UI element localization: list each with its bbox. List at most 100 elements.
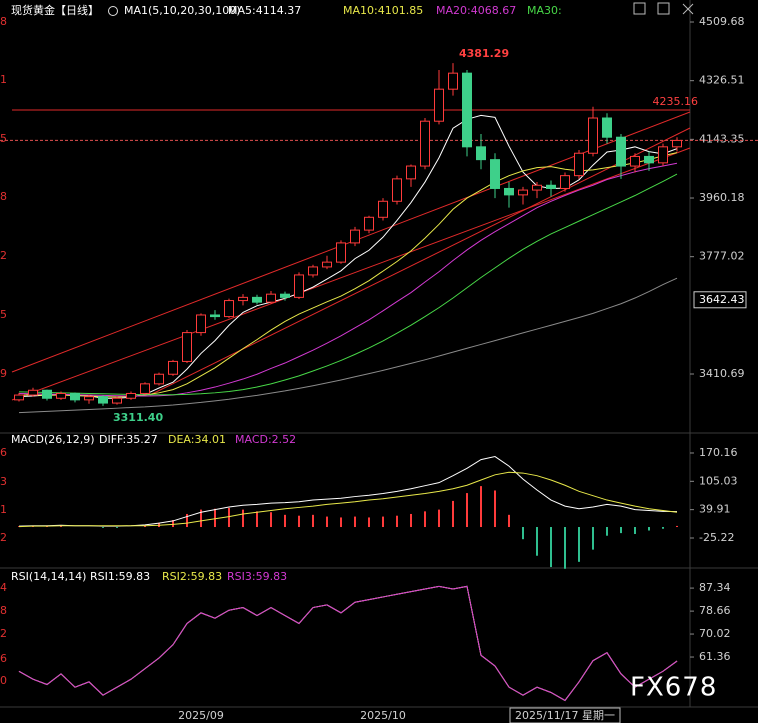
y-tick-label: 78.66 — [699, 604, 731, 617]
candle-body — [518, 189, 528, 196]
close-button[interactable] — [682, 3, 694, 15]
left-axis-fragment: 9 — [0, 367, 7, 380]
candle-body — [70, 392, 80, 401]
macd-bar — [466, 493, 468, 528]
candle-body — [574, 152, 584, 177]
y-tick-label: 3410.69 — [699, 367, 745, 380]
y-tick-label: 61.36 — [699, 650, 731, 663]
chart-title: 现货黄金【日线】 — [11, 3, 99, 17]
candle-body — [546, 184, 556, 189]
candle-body — [630, 155, 640, 167]
candle-body — [210, 314, 220, 318]
legend-entry: MA10:4101.85 — [343, 4, 423, 17]
left-axis-fragment: 0 — [0, 674, 7, 687]
macd-bar — [312, 514, 314, 528]
candle-body — [420, 120, 430, 167]
y-tick-label: 4326.51 — [699, 74, 745, 87]
candle-body — [84, 396, 94, 401]
candle-body — [644, 155, 654, 164]
icon-button[interactable] — [633, 2, 646, 15]
y-tick-label: -25.22 — [699, 531, 734, 544]
candle-body — [154, 373, 164, 385]
macd-bar — [340, 517, 342, 528]
candle-body — [448, 72, 458, 90]
candle-body — [434, 88, 444, 122]
candle-body — [616, 136, 626, 167]
macd-bar — [438, 509, 440, 528]
macd-bar — [298, 515, 300, 528]
macd-bar — [382, 516, 384, 528]
y-tick-label: 3777.02 — [699, 250, 745, 263]
price-marker-box — [693, 291, 747, 309]
candle-body — [126, 392, 136, 399]
macd-bar — [676, 525, 678, 528]
macd-bar — [60, 526, 62, 528]
candle-body — [280, 293, 290, 298]
macd-bar — [578, 527, 580, 562]
macd-bar — [326, 516, 328, 528]
macd-bar — [270, 512, 272, 528]
macd-bar — [452, 500, 454, 528]
macd-bar — [480, 486, 482, 528]
left-axis-fragment: 8 — [0, 604, 7, 617]
series-line — [18, 173, 678, 396]
indicator-name: RSI(14,14,14) — [11, 570, 86, 583]
macd-bar — [564, 527, 566, 569]
candle-body — [532, 184, 542, 191]
legend-entry: DIFF:35.27 — [99, 433, 158, 446]
channel-line — [11, 147, 691, 401]
legend-entry: RSI3:59.83 — [227, 570, 287, 583]
macd-bar — [536, 527, 538, 556]
candle-body — [14, 394, 24, 401]
low-label: 3311.40 — [113, 411, 163, 424]
y-tick-label: 105.03 — [699, 474, 738, 487]
legend-entry: DEA:34.01 — [168, 433, 226, 446]
y-tick-label: 170.16 — [699, 446, 738, 459]
candle-body — [588, 117, 598, 154]
left-axis-fragment: 1 — [0, 503, 7, 516]
series-line — [18, 471, 678, 528]
legend-entry: MA20:4068.67 — [436, 4, 516, 17]
macd-bar — [606, 527, 608, 536]
candle-body — [322, 261, 332, 268]
y-tick-label: 4509.68 — [699, 15, 745, 28]
macd-bar — [172, 520, 174, 528]
macd-bar — [508, 514, 510, 528]
candle-body — [406, 165, 416, 180]
candle-body — [28, 389, 38, 396]
left-axis-fragment: 6 — [0, 652, 7, 665]
macd-bar — [242, 509, 244, 528]
candle-body — [672, 139, 682, 148]
watermark: FX678 — [630, 673, 717, 703]
legend-entry: MA5:4114.37 — [228, 4, 301, 17]
macd-bar — [592, 527, 594, 550]
candle-body — [196, 314, 206, 334]
legend-entry: RSI2:59.83 — [162, 570, 222, 583]
candle-body — [56, 392, 66, 399]
candle-body — [336, 242, 346, 263]
candle-body — [392, 178, 402, 202]
candle-body — [490, 159, 500, 189]
series-line — [18, 277, 678, 414]
horizontal-line-label: 4235.16 — [653, 95, 699, 108]
candle-body — [476, 146, 486, 161]
macd-bar — [214, 508, 216, 528]
candle-body — [560, 175, 570, 189]
left-axis-fragment: 4 — [0, 581, 7, 594]
settings-icon[interactable] — [108, 6, 118, 16]
macd-bar — [410, 513, 412, 528]
left-axis-fragment: 5 — [0, 308, 7, 321]
left-axis-fragment: 2 — [0, 531, 7, 544]
y-tick-label: 4143.35 — [699, 132, 745, 145]
macd-bar — [18, 526, 20, 528]
candle-body — [378, 200, 388, 218]
legend-entry: MA30: — [527, 4, 562, 17]
candle-body — [294, 274, 304, 298]
candle-body — [182, 332, 192, 362]
icon-button[interactable] — [657, 2, 670, 15]
candle-body — [350, 229, 360, 244]
cursor-date-box — [509, 707, 621, 723]
macd-bar — [424, 511, 426, 528]
